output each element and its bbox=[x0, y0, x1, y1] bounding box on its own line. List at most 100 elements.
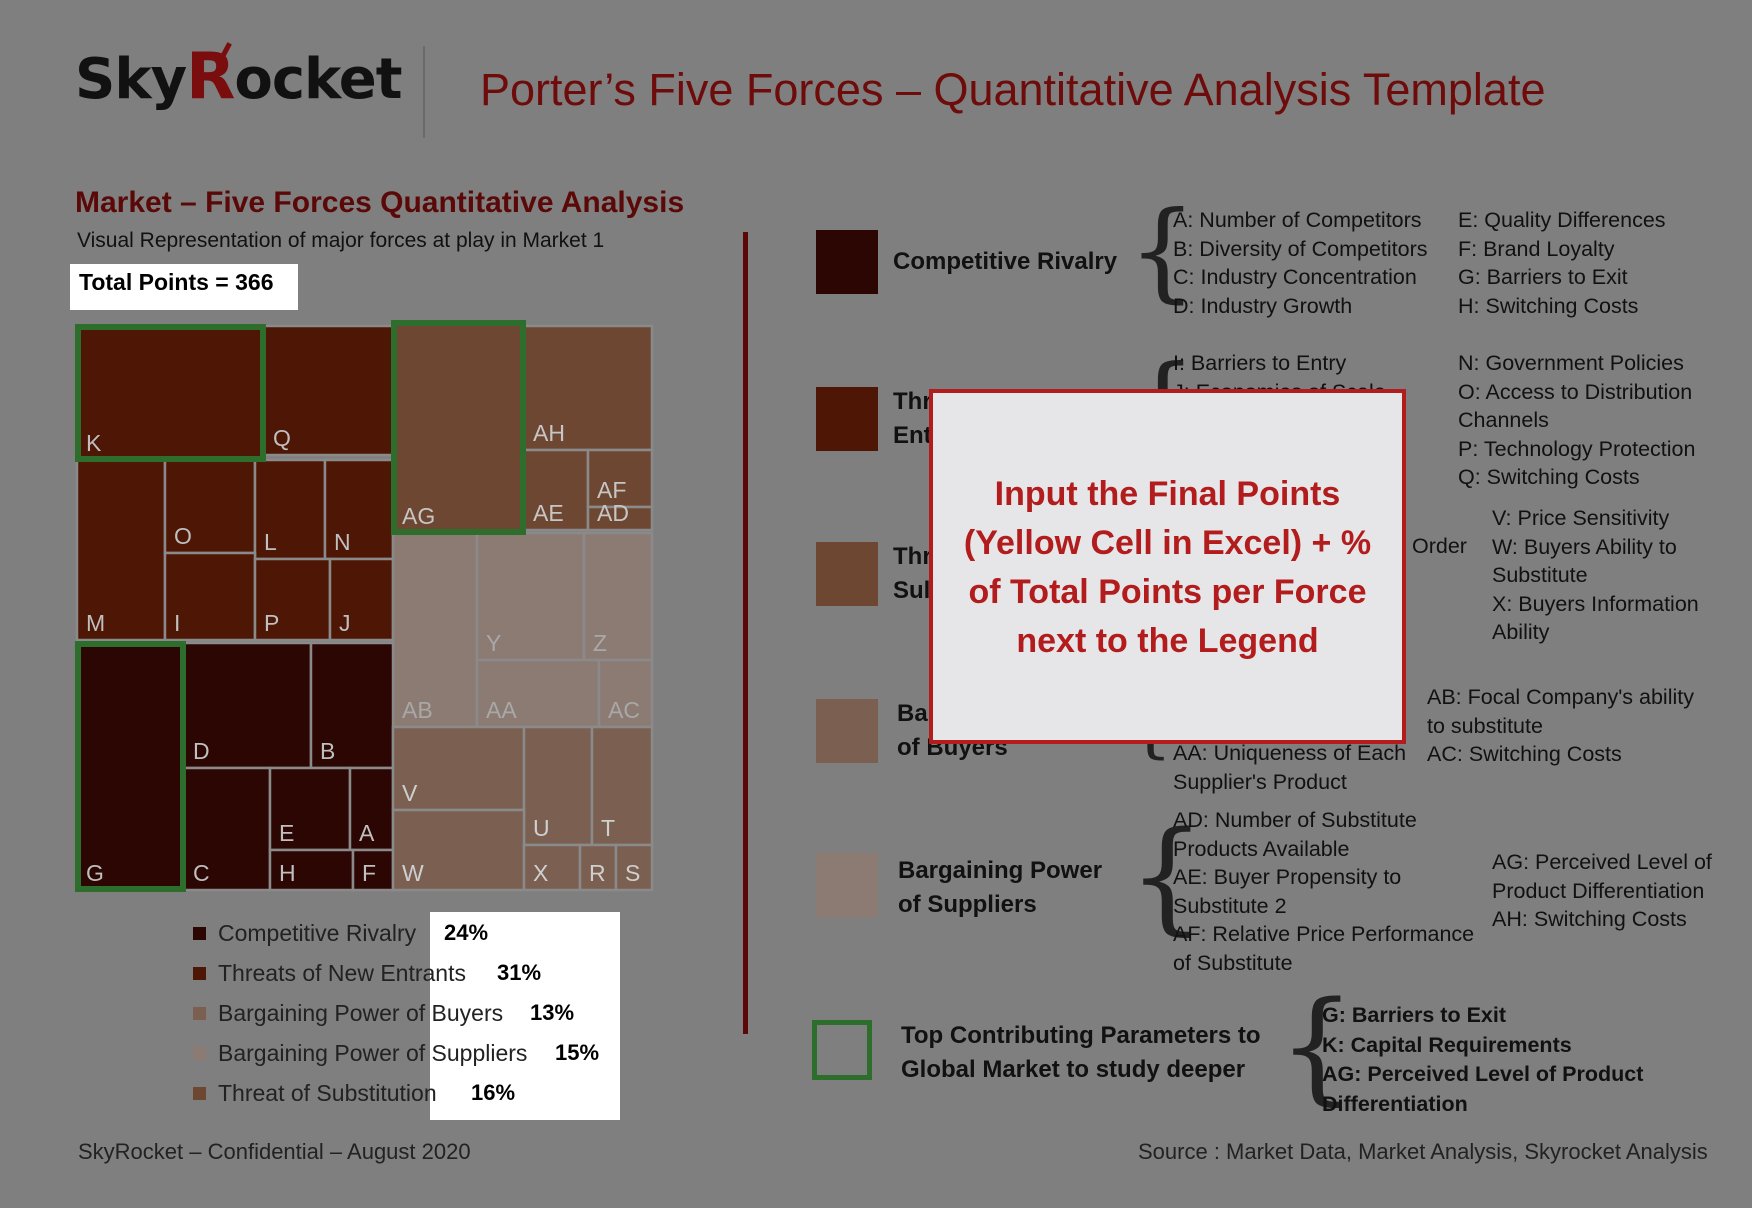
param-item: Ability bbox=[1492, 620, 1550, 644]
treemap-label-x: X bbox=[533, 860, 548, 886]
treemap-cell-g bbox=[75, 641, 186, 892]
brace-icon: { bbox=[1278, 975, 1356, 1117]
treemap-label-a: A bbox=[359, 820, 375, 846]
legend-swatch bbox=[193, 1006, 206, 1020]
callout-line: (Yellow Cell in Excel) + % bbox=[963, 524, 1372, 562]
param-item: F: Brand Loyalty bbox=[1458, 236, 1615, 261]
treemap-cell-e bbox=[268, 766, 352, 852]
treemap-cell-ah bbox=[522, 324, 654, 452]
top-title-line: Global Market to study deeper bbox=[901, 1056, 1246, 1083]
param-item: AB: Focal Company's ability bbox=[1427, 685, 1694, 709]
treemap-label-ab: AB bbox=[402, 697, 433, 723]
legend-item: Bargaining Power of Suppliers bbox=[193, 1038, 527, 1068]
legend-item: Competitive Rivalry bbox=[193, 918, 416, 948]
legend-label: Competitive Rivalry bbox=[218, 919, 417, 946]
legend-label: Threat of Substitution bbox=[218, 1079, 437, 1106]
treemap-label-c: C bbox=[193, 860, 210, 886]
legend-percent-box bbox=[430, 912, 620, 1120]
header-divider bbox=[423, 46, 425, 138]
force-params-col2: N: Government Policies O: Access to Distr… bbox=[1458, 349, 1695, 492]
force-name-line: Ba bbox=[897, 700, 928, 727]
force-name-line: Bargaining Power bbox=[898, 857, 1103, 884]
treemap-label-m: M bbox=[86, 610, 105, 636]
treemap-label-e: E bbox=[279, 820, 294, 846]
param-item: AC: Switching Costs bbox=[1427, 742, 1622, 766]
param-item: C: Industry Concentration bbox=[1173, 265, 1417, 289]
force-swatch bbox=[816, 230, 878, 294]
force-name-line: of Suppliers bbox=[898, 891, 1037, 918]
legend-swatch bbox=[193, 966, 206, 980]
top-contributors-swatch bbox=[812, 1020, 872, 1080]
param-item: G: Barriers to Exit bbox=[1458, 265, 1628, 289]
highlight-frame bbox=[75, 324, 266, 462]
brace-icon: { bbox=[1128, 805, 1206, 947]
force-params-col1: AA: Uniqueness of Each Supplier's Product bbox=[1173, 739, 1406, 796]
treemap-cell-z bbox=[582, 531, 654, 662]
force-name-line: Thr bbox=[893, 543, 932, 570]
param-item: Order bbox=[1412, 534, 1467, 558]
treemap-label-n: N bbox=[334, 529, 351, 555]
param-item: AG: Perceived Level of bbox=[1492, 850, 1712, 874]
param-item: Q: Switching Costs bbox=[1458, 465, 1640, 489]
treemap-label-w: W bbox=[402, 860, 424, 886]
legend-item: Threats of New Entrants bbox=[193, 958, 466, 988]
treemap-label-ae: AE bbox=[533, 500, 564, 526]
total-points-box bbox=[70, 264, 298, 310]
force-params-col2: V: Price Sensitivity W: Buyers Ability to… bbox=[1492, 504, 1699, 647]
force-params-col2: AG: Perceived Level of Product Differenti… bbox=[1492, 848, 1712, 934]
treemap-cell-d bbox=[182, 641, 313, 770]
top-item: AG: Perceived Level of Product bbox=[1322, 1062, 1644, 1086]
param-item: Substitute 2 bbox=[1173, 893, 1287, 918]
treemap-label-q: Q bbox=[273, 425, 291, 451]
force-name-line: Thr bbox=[893, 388, 932, 415]
force-params-col1: Order bbox=[1412, 532, 1467, 561]
footer-confidential: SkyRocket – Confidential – August 2020 bbox=[78, 1139, 471, 1164]
treemap-cell-p bbox=[253, 557, 332, 642]
treemap-label-z: Z bbox=[593, 630, 607, 656]
treemap-label-y: Y bbox=[486, 630, 501, 656]
force-params-col1: A: Number of Competitors B: Diversity of … bbox=[1173, 206, 1427, 320]
param-item: B: Diversity of Competitors bbox=[1173, 236, 1428, 261]
force-swatch bbox=[816, 542, 878, 606]
treemap-label-o: O bbox=[174, 523, 192, 549]
param-item: V: Price Sensitivity bbox=[1492, 506, 1670, 530]
treemap-label-u: U bbox=[533, 815, 550, 841]
treemap-cell-u bbox=[522, 725, 594, 847]
legend-swatch bbox=[193, 1046, 206, 1060]
treemap-cell-n bbox=[323, 458, 395, 561]
force-swatch bbox=[816, 387, 878, 451]
legend-swatch bbox=[193, 926, 206, 940]
treemap-label-l: L bbox=[264, 529, 277, 555]
section-title: Market – Five Forces Quantitative Analys… bbox=[75, 186, 685, 219]
param-item: Supplier's Product bbox=[1173, 769, 1347, 794]
treemap-cell-f bbox=[351, 848, 395, 892]
treemap-label-aa: AA bbox=[486, 697, 517, 723]
vertical-divider bbox=[743, 232, 748, 1034]
param-item: X: Buyers Information bbox=[1492, 591, 1699, 616]
treemap-label-af: AF bbox=[597, 477, 626, 503]
legend-percent: 24% bbox=[444, 920, 489, 945]
section-subtitle: Visual Representation of major forces at… bbox=[77, 229, 605, 252]
treemap-label-ah: AH bbox=[533, 420, 565, 446]
top-title-line: Top Contributing Parameters to bbox=[901, 1022, 1261, 1049]
treemap-label-k: K bbox=[86, 430, 102, 456]
treemap-label-b: B bbox=[320, 738, 335, 764]
force-name-line: Competitive Rivalry bbox=[893, 248, 1118, 275]
treemap-cell-j bbox=[328, 557, 395, 642]
legend-percent: 15% bbox=[555, 1040, 600, 1065]
highlight-frame bbox=[75, 641, 186, 892]
param-item: Product Differentiation bbox=[1492, 878, 1705, 903]
legend-percent: 16% bbox=[471, 1080, 516, 1105]
force-name-line: Ent bbox=[893, 422, 932, 449]
force-params-col2: E: Quality Differences F: Brand Loyalty G:… bbox=[1458, 206, 1666, 320]
treemap-label-t: T bbox=[601, 815, 615, 841]
treemap-cell-ad bbox=[586, 505, 654, 532]
treemap-label-f: F bbox=[362, 860, 376, 886]
legend-item: Bargaining Power of Buyers bbox=[193, 998, 503, 1028]
force-swatch bbox=[816, 853, 878, 917]
param-item: AH: Switching Costs bbox=[1492, 907, 1687, 931]
callout-line: of Total Points per Force bbox=[968, 573, 1367, 611]
force-name: Thr Sul bbox=[893, 540, 932, 608]
treemap-label-p: P bbox=[264, 610, 279, 636]
